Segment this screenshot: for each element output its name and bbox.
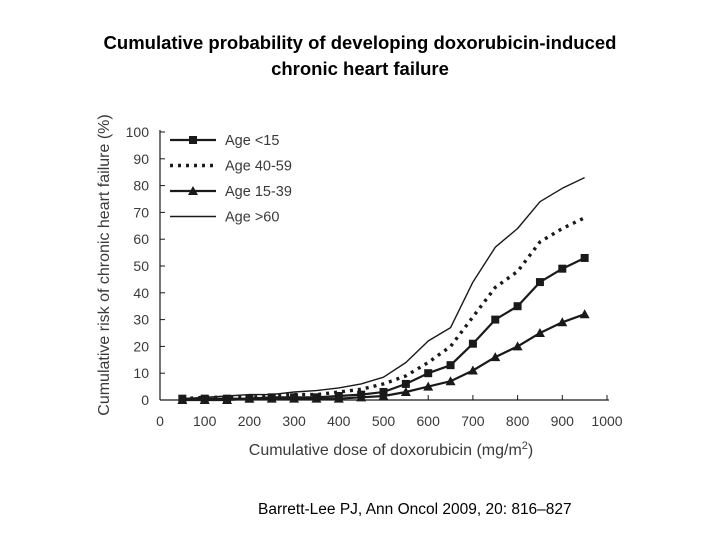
y-tick-label: 40 <box>133 285 149 301</box>
y-tick-label: 0 <box>141 392 149 408</box>
data-point <box>289 393 300 403</box>
series-line <box>182 313 585 402</box>
x-tick-label: 800 <box>506 413 530 429</box>
legend-label: Age >60 <box>225 210 279 226</box>
y-tick-label: 50 <box>133 258 149 274</box>
legend-marker <box>188 186 198 195</box>
y-tick-label: 70 <box>133 204 149 220</box>
series-line <box>182 216 586 401</box>
slide-title: Cumulative probability of developing dox… <box>40 30 680 82</box>
x-tick-label: 100 <box>193 413 217 429</box>
x-tick-label: 200 <box>238 413 262 429</box>
x-tick-label: 900 <box>551 413 575 429</box>
chart-legend: Age <15 Age 40-59 Age 15-39 Age >60 <box>170 133 292 226</box>
series-4 <box>182 176 585 400</box>
data-point <box>199 395 210 404</box>
data-point <box>513 302 522 311</box>
x-tick-label: 600 <box>417 413 441 429</box>
data-point <box>580 253 589 262</box>
y-tick-label: 30 <box>133 312 149 328</box>
legend-label: Age 15-39 <box>225 184 292 200</box>
data-point <box>558 264 567 273</box>
chart-series <box>177 176 590 404</box>
data-point <box>177 395 188 404</box>
x-tick-label: 300 <box>282 413 306 429</box>
legend-label: Age 40-59 <box>225 159 292 175</box>
series-1 <box>178 253 589 403</box>
data-point <box>222 395 233 404</box>
y-tick-label: 80 <box>133 178 149 194</box>
legend-item-4: Age >60 <box>170 210 279 226</box>
legend-item-1: Age <15 <box>170 133 279 149</box>
data-point <box>535 278 544 287</box>
citation: Barrett-Lee PJ, Ann Oncol 2009, 20: 816–… <box>258 501 572 518</box>
data-point <box>512 341 523 351</box>
data-point <box>356 392 367 402</box>
data-point <box>424 369 433 378</box>
legend-item-3: Age 15-39 <box>170 184 292 200</box>
series-line <box>182 176 585 400</box>
series-3 <box>177 309 590 404</box>
x-axis-label: Cumulative dose of doxorubicin (mg/m2) <box>249 440 533 459</box>
data-point <box>311 393 322 403</box>
slide-title-line-1: Cumulative probability of developing dox… <box>103 32 617 53</box>
data-point <box>579 309 590 319</box>
data-point <box>534 328 545 337</box>
data-point <box>378 390 389 400</box>
data-point <box>445 376 456 386</box>
y-axis-label: Cumulative risk of chronic heart failure… <box>96 114 113 415</box>
x-tick-label: 700 <box>461 413 485 429</box>
x-tick-label: 1000 <box>591 413 622 429</box>
series-2 <box>182 216 586 401</box>
data-point <box>333 393 344 403</box>
y-tick-label: 20 <box>133 338 149 354</box>
data-point <box>400 386 411 396</box>
data-point <box>557 317 568 327</box>
x-tick-label: 500 <box>372 413 396 429</box>
x-tick-label: 0 <box>156 413 164 429</box>
data-point <box>467 365 478 375</box>
data-point <box>423 381 434 391</box>
slide-title-line-2: chronic heart failure <box>271 58 449 79</box>
x-axis-label-superscript: 2 <box>522 440 528 452</box>
data-point <box>446 361 455 370</box>
data-point <box>266 393 277 403</box>
x-axis-label-main: Cumulative dose of doxorubicin (mg/m <box>249 442 522 459</box>
y-tick-label: 100 <box>126 124 150 140</box>
data-point <box>244 393 255 403</box>
data-point <box>491 315 500 324</box>
y-tick-label: 90 <box>133 151 149 167</box>
data-point <box>490 352 501 362</box>
y-tick-label: 60 <box>133 231 149 247</box>
y-tick-label: 10 <box>133 365 149 381</box>
legend-item-2: Age 40-59 <box>170 159 292 175</box>
data-point <box>468 339 477 348</box>
data-point <box>401 379 410 388</box>
legend-label: Age <15 <box>225 133 279 149</box>
x-tick-label: 400 <box>327 413 351 429</box>
legend-marker <box>189 136 197 144</box>
x-axis-label-close: ) <box>528 442 533 459</box>
